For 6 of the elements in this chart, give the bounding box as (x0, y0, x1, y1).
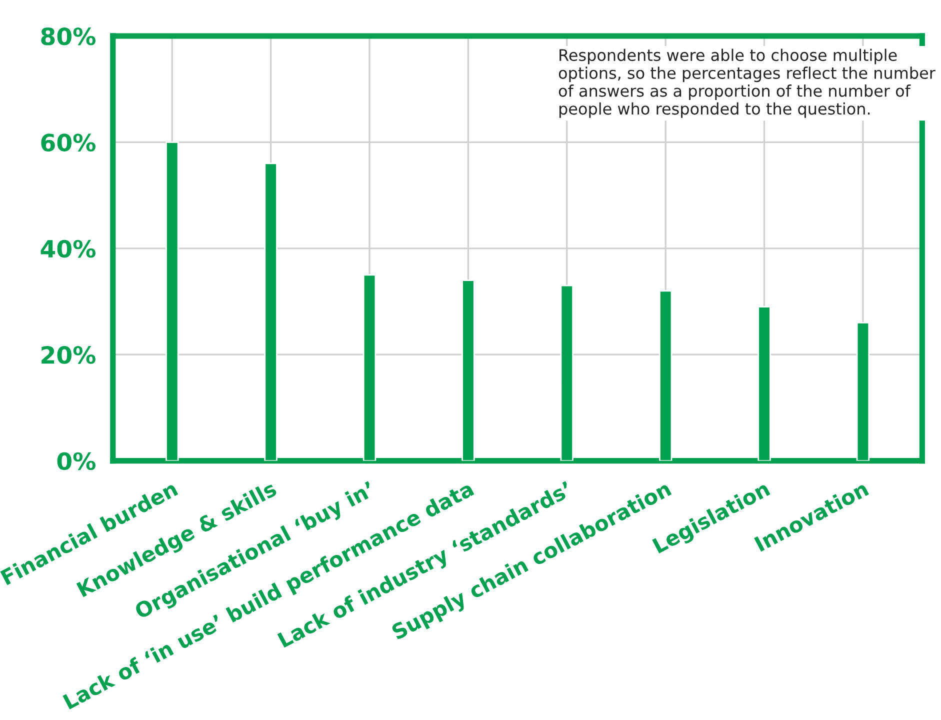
y-tick-label: 60% (41, 134, 96, 152)
annotation: Respondents were able to choose multiple options, so the percentages reflect the number of answers as a proportion of the number of people who responded to the question. (558, 48, 936, 118)
y-tick-label: 80% (41, 27, 96, 46)
y-tick-label: 0% (57, 452, 96, 470)
y-tick-label: 20% (42, 346, 96, 364)
y-tick-label: 40% (40, 240, 96, 258)
